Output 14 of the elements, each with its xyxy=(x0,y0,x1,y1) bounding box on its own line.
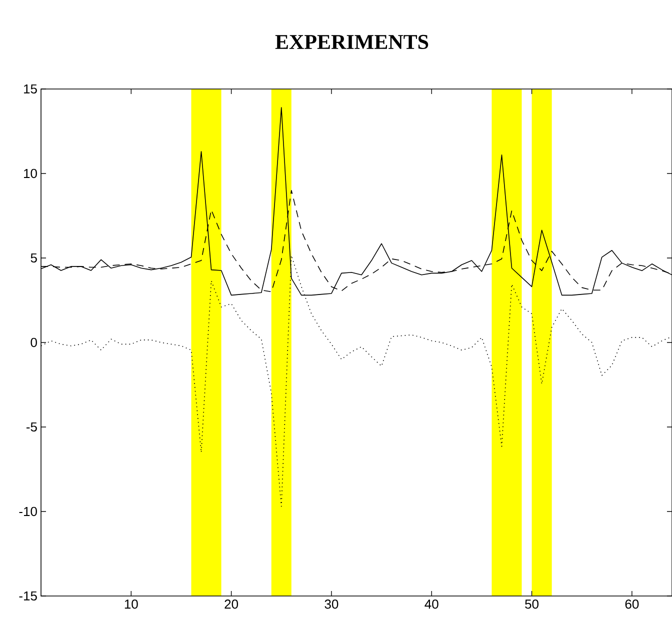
x-tick-label: 20 xyxy=(224,600,238,609)
chart-title: EXPERIMENTS xyxy=(275,34,428,50)
x-tick-label: 30 xyxy=(324,600,338,609)
y-tick-label: 0 xyxy=(30,338,37,348)
x-tick-label: 10 xyxy=(124,600,138,609)
x-tick-label: 50 xyxy=(525,600,539,609)
y-tick-label: -5 xyxy=(26,422,37,432)
y-tick-label: 15 xyxy=(24,84,37,94)
y-tick-label: -10 xyxy=(19,506,37,516)
y-tick-label: -15 xyxy=(19,591,37,601)
x-tick-label: 60 xyxy=(625,600,639,609)
x-tick-label: 40 xyxy=(424,600,438,609)
y-tick-label: 5 xyxy=(30,253,37,263)
y-tick-label: 10 xyxy=(24,168,37,178)
